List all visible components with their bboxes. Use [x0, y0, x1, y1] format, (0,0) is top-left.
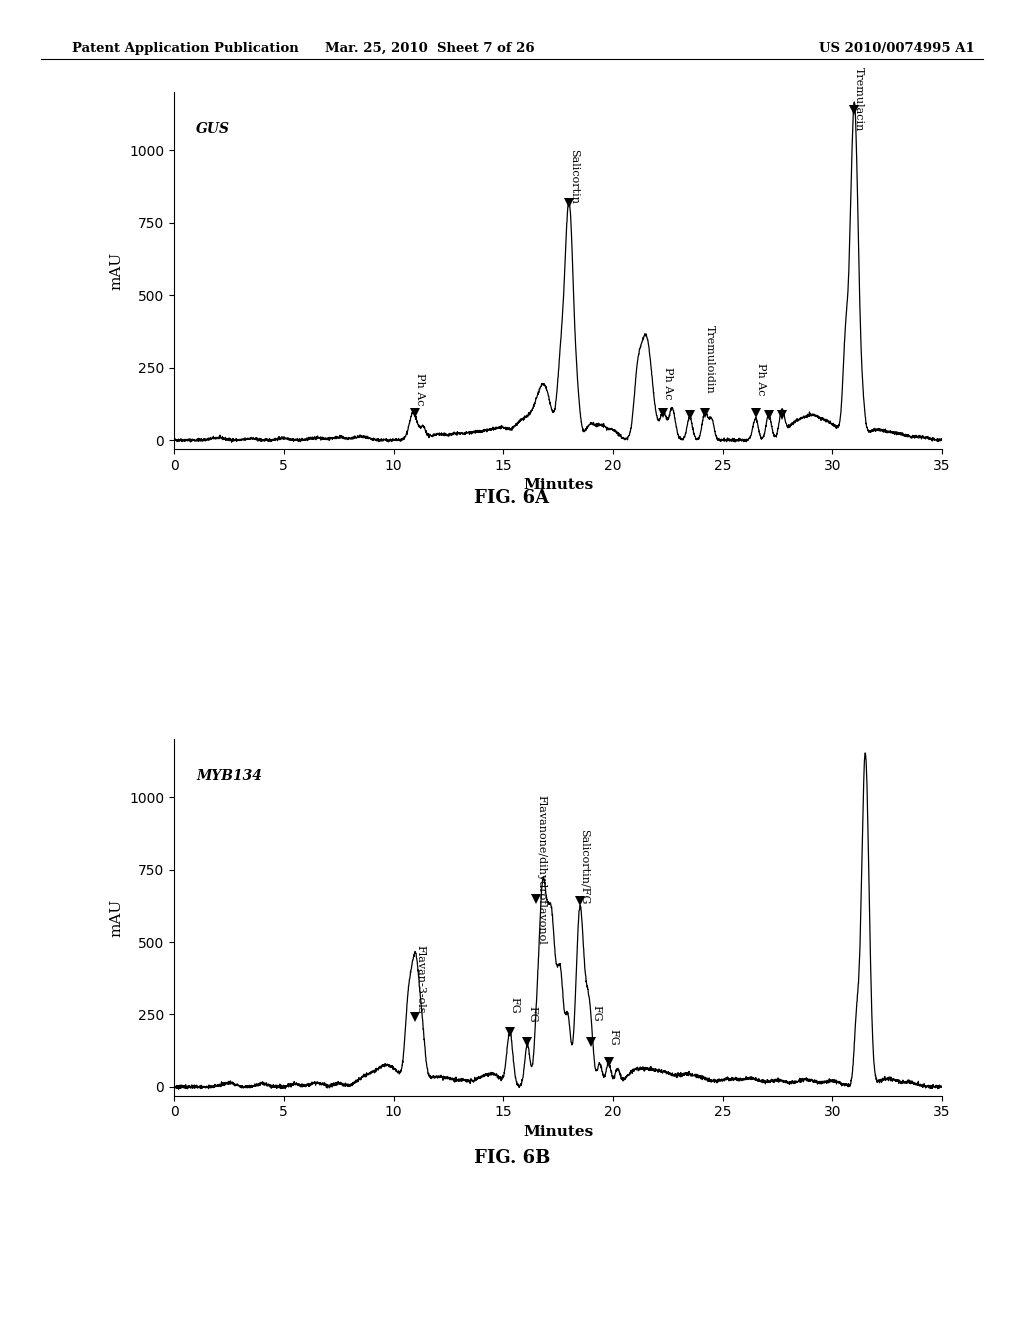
Text: Mar. 25, 2010  Sheet 7 of 26: Mar. 25, 2010 Sheet 7 of 26	[326, 42, 535, 55]
Text: GUS: GUS	[196, 121, 230, 136]
Text: Flavanone/dihydroflavonol: Flavanone/dihydroflavonol	[537, 795, 546, 945]
X-axis label: Minutes: Minutes	[523, 1125, 593, 1139]
Text: FG: FG	[510, 998, 520, 1014]
Text: FG: FG	[527, 1006, 538, 1023]
Text: Salicortin/FG: Salicortin/FG	[580, 829, 590, 904]
Text: Tremuloidin: Tremuloidin	[706, 325, 715, 393]
Y-axis label: mAU: mAU	[110, 899, 124, 936]
Text: Tremulacin: Tremulacin	[854, 67, 864, 132]
Text: US 2010/0074995 A1: US 2010/0074995 A1	[819, 42, 975, 55]
Text: Ph Ac: Ph Ac	[416, 374, 425, 405]
X-axis label: Minutes: Minutes	[523, 478, 593, 492]
Text: FIG. 6A: FIG. 6A	[474, 488, 550, 507]
Text: Flavan-3-ols: Flavan-3-ols	[416, 945, 425, 1014]
Text: FIG. 6B: FIG. 6B	[474, 1148, 550, 1167]
Y-axis label: mAU: mAU	[110, 252, 124, 289]
Text: FG: FG	[608, 1030, 618, 1045]
Text: Ph Ac: Ph Ac	[756, 363, 766, 396]
Text: Patent Application Publication: Patent Application Publication	[72, 42, 298, 55]
Text: MYB134: MYB134	[196, 768, 262, 783]
Text: FG: FG	[591, 1005, 601, 1022]
Text: Ph Ac: Ph Ac	[664, 367, 674, 400]
Text: Salicortin: Salicortin	[569, 149, 579, 203]
